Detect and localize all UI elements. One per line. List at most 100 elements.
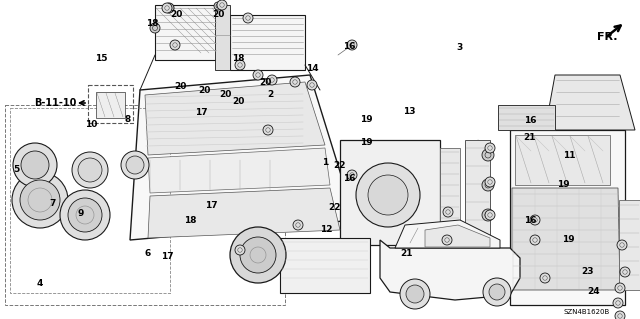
Text: 7: 7 xyxy=(49,199,56,208)
Polygon shape xyxy=(545,75,635,130)
Text: 13: 13 xyxy=(403,107,416,116)
Circle shape xyxy=(617,240,627,250)
Circle shape xyxy=(164,3,174,13)
Circle shape xyxy=(307,80,317,90)
Circle shape xyxy=(217,0,227,10)
Polygon shape xyxy=(148,188,340,238)
Circle shape xyxy=(482,179,494,191)
Circle shape xyxy=(406,285,424,303)
Polygon shape xyxy=(440,148,460,240)
Bar xyxy=(155,5,217,60)
Text: B-11-10: B-11-10 xyxy=(34,98,76,108)
Text: 6: 6 xyxy=(144,249,150,258)
Text: 18: 18 xyxy=(146,19,159,28)
Text: 1: 1 xyxy=(322,158,328,167)
Text: 18: 18 xyxy=(184,216,197,225)
Circle shape xyxy=(162,3,172,13)
Text: 19: 19 xyxy=(562,235,575,244)
Polygon shape xyxy=(512,188,620,290)
Circle shape xyxy=(214,2,222,10)
Polygon shape xyxy=(145,82,325,155)
Circle shape xyxy=(482,149,494,161)
Text: 3: 3 xyxy=(456,43,463,52)
Bar xyxy=(340,140,440,245)
Text: 21: 21 xyxy=(524,133,536,142)
Polygon shape xyxy=(465,140,490,260)
Circle shape xyxy=(368,175,408,215)
Text: 19: 19 xyxy=(557,180,570,189)
Circle shape xyxy=(290,77,300,87)
Circle shape xyxy=(170,40,180,50)
Text: 20: 20 xyxy=(219,90,232,99)
Circle shape xyxy=(235,245,245,255)
Text: 10: 10 xyxy=(85,120,98,129)
Circle shape xyxy=(126,156,144,174)
Circle shape xyxy=(400,279,430,309)
Text: 16: 16 xyxy=(524,116,536,125)
Text: 20: 20 xyxy=(212,10,225,19)
Circle shape xyxy=(20,180,60,220)
Circle shape xyxy=(489,284,505,300)
Text: 20: 20 xyxy=(198,86,211,95)
Text: 12: 12 xyxy=(320,225,333,234)
Circle shape xyxy=(240,237,276,273)
Text: FR.: FR. xyxy=(597,32,618,42)
Circle shape xyxy=(235,60,245,70)
Text: 20: 20 xyxy=(174,82,187,91)
Circle shape xyxy=(150,23,160,33)
Polygon shape xyxy=(425,225,490,247)
Text: 17: 17 xyxy=(205,201,218,210)
Circle shape xyxy=(540,273,550,283)
Circle shape xyxy=(78,158,102,182)
Circle shape xyxy=(21,151,49,179)
Polygon shape xyxy=(619,200,640,290)
Polygon shape xyxy=(498,105,555,130)
Circle shape xyxy=(615,311,625,319)
Text: 17: 17 xyxy=(195,108,208,117)
Circle shape xyxy=(12,172,68,228)
Polygon shape xyxy=(96,92,125,118)
Polygon shape xyxy=(515,135,610,185)
Bar xyxy=(230,15,305,70)
Circle shape xyxy=(485,143,495,153)
Circle shape xyxy=(13,143,57,187)
Text: 5: 5 xyxy=(13,165,19,174)
Text: 23: 23 xyxy=(581,267,594,276)
Circle shape xyxy=(613,298,623,308)
Text: 20: 20 xyxy=(259,78,272,87)
Bar xyxy=(5,105,285,305)
Circle shape xyxy=(485,210,495,220)
Circle shape xyxy=(60,190,110,240)
Text: 14: 14 xyxy=(306,64,319,73)
Text: 4: 4 xyxy=(36,279,43,288)
Text: 16: 16 xyxy=(342,174,355,182)
Circle shape xyxy=(293,220,303,230)
Circle shape xyxy=(615,283,625,293)
Circle shape xyxy=(230,227,286,283)
Text: 11: 11 xyxy=(563,151,576,160)
Circle shape xyxy=(356,163,420,227)
Text: 21: 21 xyxy=(400,249,413,258)
Circle shape xyxy=(263,125,273,135)
Circle shape xyxy=(443,207,453,217)
Circle shape xyxy=(347,40,357,50)
Polygon shape xyxy=(395,220,500,248)
Circle shape xyxy=(482,209,494,221)
Circle shape xyxy=(68,198,102,232)
Polygon shape xyxy=(148,148,330,193)
Circle shape xyxy=(530,235,540,245)
Circle shape xyxy=(530,215,540,225)
Bar xyxy=(10,108,170,293)
Circle shape xyxy=(243,13,253,23)
Text: 19: 19 xyxy=(360,115,372,124)
Bar xyxy=(88,85,133,123)
Text: 19: 19 xyxy=(360,138,372,147)
Text: 16: 16 xyxy=(342,42,355,51)
Text: 20: 20 xyxy=(232,97,244,106)
Circle shape xyxy=(121,151,149,179)
Text: SZN4B1620B: SZN4B1620B xyxy=(564,309,610,315)
Polygon shape xyxy=(215,5,230,70)
Bar xyxy=(280,238,370,293)
Text: 16: 16 xyxy=(524,216,536,225)
Text: 2: 2 xyxy=(267,90,273,99)
